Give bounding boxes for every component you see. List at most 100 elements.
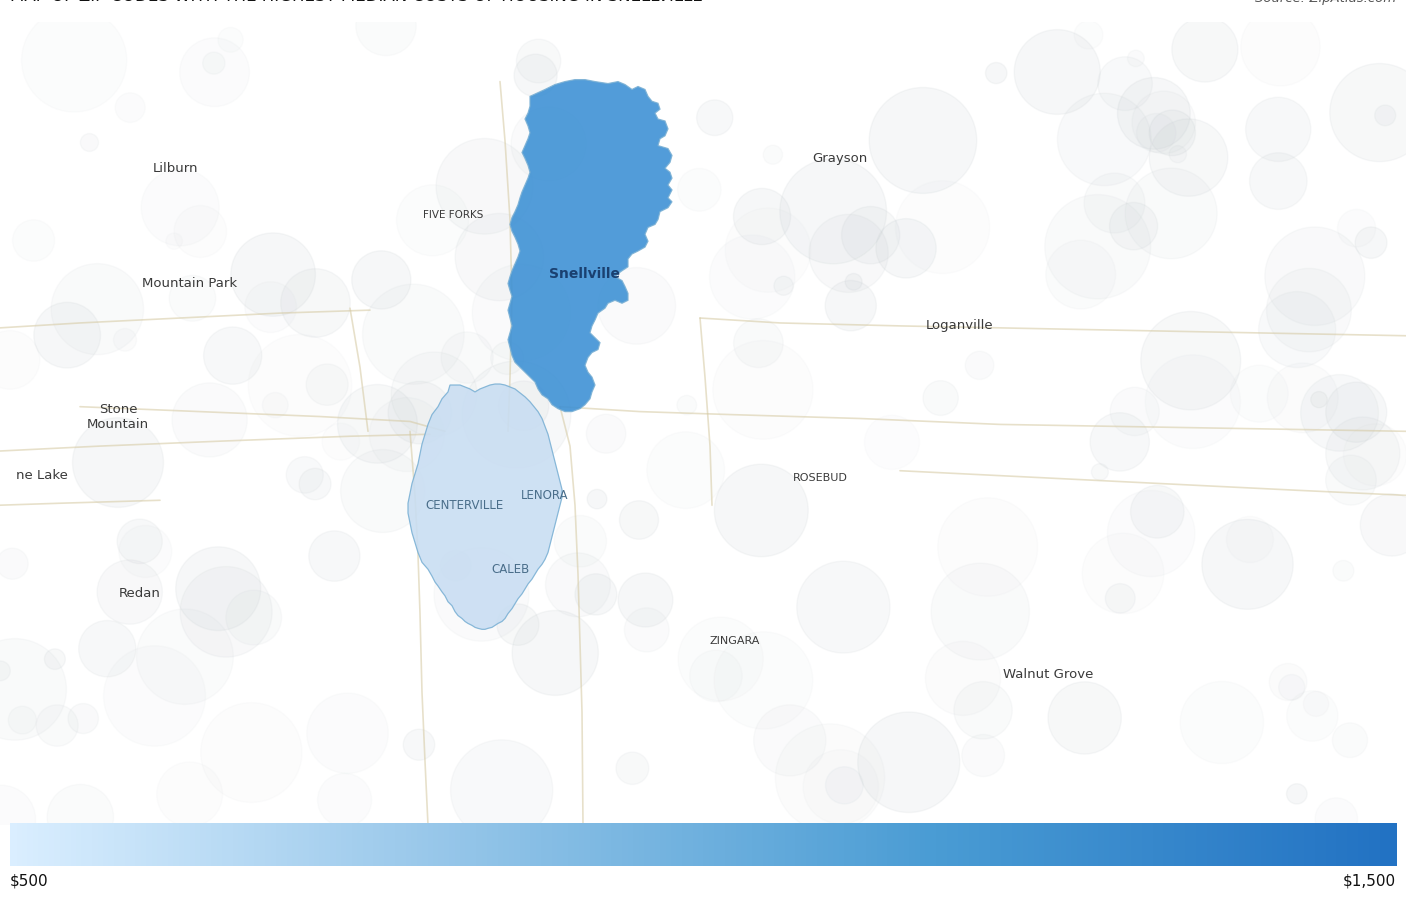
Circle shape — [48, 785, 114, 850]
Circle shape — [218, 27, 243, 52]
Circle shape — [104, 645, 205, 746]
Circle shape — [204, 327, 262, 384]
Circle shape — [1109, 202, 1157, 250]
Circle shape — [734, 189, 790, 245]
Circle shape — [136, 609, 233, 704]
Text: $500: $500 — [10, 873, 48, 888]
Circle shape — [1084, 173, 1144, 233]
Circle shape — [966, 352, 994, 379]
Circle shape — [450, 740, 553, 841]
Circle shape — [1014, 30, 1101, 114]
Circle shape — [441, 332, 494, 383]
Text: Redan: Redan — [120, 587, 160, 601]
Circle shape — [1140, 311, 1240, 410]
Circle shape — [1267, 363, 1339, 432]
Circle shape — [172, 383, 247, 457]
Circle shape — [1149, 110, 1195, 156]
Circle shape — [1202, 520, 1294, 610]
Circle shape — [734, 319, 783, 368]
Circle shape — [962, 734, 1004, 777]
Circle shape — [1258, 291, 1336, 368]
Circle shape — [0, 638, 66, 740]
Circle shape — [498, 381, 548, 431]
Circle shape — [13, 220, 55, 262]
Text: LENORA: LENORA — [522, 489, 569, 502]
Text: Snellville: Snellville — [550, 267, 620, 280]
Circle shape — [391, 352, 477, 436]
Text: Source: ZipAtlas.com: Source: ZipAtlas.com — [1256, 0, 1396, 4]
Circle shape — [307, 693, 388, 773]
Circle shape — [714, 464, 808, 556]
Circle shape — [307, 364, 349, 405]
Circle shape — [575, 574, 617, 615]
Circle shape — [1310, 391, 1327, 408]
Circle shape — [1057, 93, 1152, 185]
Text: ne Lake: ne Lake — [15, 469, 67, 482]
Circle shape — [845, 273, 862, 290]
Text: Stone
Mountain: Stone Mountain — [87, 403, 149, 431]
Circle shape — [586, 414, 626, 453]
Circle shape — [80, 134, 98, 151]
Circle shape — [1090, 413, 1149, 471]
Circle shape — [202, 52, 225, 74]
Circle shape — [1267, 268, 1351, 352]
Circle shape — [440, 550, 471, 581]
Circle shape — [1170, 146, 1187, 163]
Circle shape — [1047, 681, 1122, 754]
Circle shape — [51, 263, 143, 355]
Circle shape — [352, 251, 411, 309]
Circle shape — [1108, 490, 1195, 576]
Circle shape — [1105, 583, 1135, 613]
Circle shape — [245, 281, 297, 333]
Circle shape — [114, 328, 136, 352]
Text: ZINGARA: ZINGARA — [710, 636, 761, 646]
Circle shape — [299, 468, 330, 500]
Circle shape — [842, 207, 900, 263]
Circle shape — [1375, 105, 1396, 126]
Circle shape — [588, 489, 607, 509]
Polygon shape — [508, 80, 672, 412]
Circle shape — [318, 773, 371, 827]
Circle shape — [620, 501, 658, 539]
Circle shape — [797, 561, 890, 653]
Circle shape — [925, 641, 1001, 716]
Circle shape — [1333, 560, 1354, 581]
Circle shape — [1130, 485, 1184, 539]
Circle shape — [510, 107, 586, 181]
Circle shape — [1136, 113, 1175, 152]
Circle shape — [780, 159, 887, 263]
Circle shape — [876, 218, 936, 278]
Circle shape — [869, 87, 977, 193]
Circle shape — [598, 268, 676, 344]
Circle shape — [1326, 382, 1386, 442]
Circle shape — [176, 547, 260, 630]
Circle shape — [1333, 723, 1368, 758]
Circle shape — [1330, 64, 1406, 162]
Text: Lilburn: Lilburn — [152, 162, 198, 174]
Circle shape — [436, 138, 533, 234]
Circle shape — [45, 649, 65, 670]
Circle shape — [496, 604, 538, 645]
Circle shape — [647, 432, 724, 509]
Circle shape — [8, 707, 37, 734]
Circle shape — [1301, 375, 1378, 451]
Circle shape — [37, 705, 79, 746]
Circle shape — [858, 712, 960, 813]
Circle shape — [434, 547, 529, 641]
Circle shape — [690, 650, 742, 702]
Circle shape — [491, 342, 524, 375]
Circle shape — [73, 418, 163, 507]
Circle shape — [117, 519, 162, 564]
Circle shape — [363, 284, 464, 384]
Circle shape — [1303, 691, 1329, 717]
Circle shape — [678, 617, 763, 701]
Circle shape — [1246, 97, 1310, 162]
Circle shape — [624, 608, 669, 652]
Circle shape — [1149, 119, 1227, 196]
Polygon shape — [408, 384, 562, 629]
Circle shape — [554, 515, 606, 567]
Circle shape — [515, 54, 557, 96]
Circle shape — [1046, 240, 1115, 309]
Circle shape — [678, 168, 721, 211]
Circle shape — [754, 705, 825, 776]
